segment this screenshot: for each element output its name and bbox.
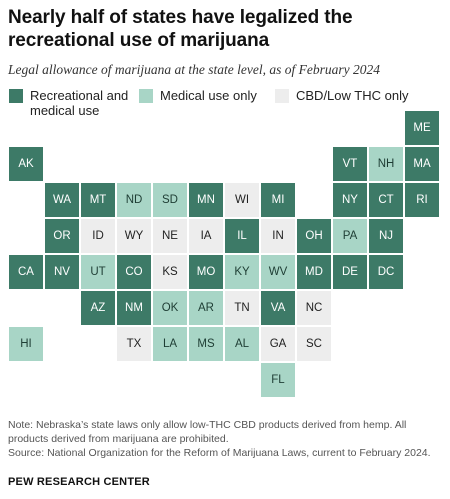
state-tile-mi: MI — [261, 183, 295, 217]
legend-swatch-recreational — [9, 89, 23, 103]
footer-org-name: PEW RESEARCH CENTER — [8, 476, 150, 488]
state-tile-md: MD — [297, 255, 331, 289]
chart-subtitle: Legal allowance of marijuana at the stat… — [8, 62, 380, 77]
legend-item-medical: Medical use only — [139, 88, 257, 103]
state-tile-tn: TN — [225, 291, 259, 325]
state-tile-nv: NV — [45, 255, 79, 289]
legend-item-cbd: CBD/Low THC only — [275, 88, 408, 103]
state-tile-id: ID — [81, 219, 115, 253]
state-tile-nh: NH — [369, 147, 403, 181]
state-tile-ri: RI — [405, 183, 439, 217]
state-tile-mt: MT — [81, 183, 115, 217]
chart-notes: Note: Nebraska’s state laws only allow l… — [8, 418, 448, 460]
state-tile-or: OR — [45, 219, 79, 253]
state-tile-hi: HI — [9, 327, 43, 361]
state-tile-ma: MA — [405, 147, 439, 181]
state-tile-ne: NE — [153, 219, 187, 253]
state-tile-ny: NY — [333, 183, 367, 217]
state-tile-il: IL — [225, 219, 259, 253]
state-tile-wi: WI — [225, 183, 259, 217]
state-tile-ga: GA — [261, 327, 295, 361]
state-tile-pa: PA — [333, 219, 367, 253]
state-tile-ut: UT — [81, 255, 115, 289]
source-text: Source: National Organization for the Re… — [8, 447, 431, 459]
legend-label-recreational: Recreational and medical use — [30, 88, 129, 118]
state-tile-nm: NM — [117, 291, 151, 325]
state-tile-dc: DC — [369, 255, 403, 289]
state-tile-nd: ND — [117, 183, 151, 217]
state-tile-mo: MO — [189, 255, 223, 289]
state-tile-de: DE — [333, 255, 367, 289]
legend-swatch-cbd — [275, 89, 289, 103]
state-tile-ia: IA — [189, 219, 223, 253]
state-tile-wa: WA — [45, 183, 79, 217]
state-tile-wy: WY — [117, 219, 151, 253]
state-tile-ky: KY — [225, 255, 259, 289]
legend-item-recreational: Recreational and medical use — [9, 88, 128, 118]
state-tile-sd: SD — [153, 183, 187, 217]
state-tile-sc: SC — [297, 327, 331, 361]
state-tile-wv: WV — [261, 255, 295, 289]
note-text-line-1: Note: Nebraska’s state laws only allow l… — [8, 419, 407, 431]
state-tile-la: LA — [153, 327, 187, 361]
state-tile-ca: CA — [9, 255, 43, 289]
state-tile-va: VA — [261, 291, 295, 325]
state-tile-az: AZ — [81, 291, 115, 325]
state-tile-nj: NJ — [369, 219, 403, 253]
state-tile-ak: AK — [9, 147, 43, 181]
state-tile-fl: FL — [261, 363, 295, 397]
state-tile-oh: OH — [297, 219, 331, 253]
state-tile-me: ME — [405, 111, 439, 145]
state-tile-al: AL — [225, 327, 259, 361]
state-tile-in: IN — [261, 219, 295, 253]
state-tile-ks: KS — [153, 255, 187, 289]
chart-title: Nearly half of states have legalized the… — [8, 7, 353, 51]
state-tile-tx: TX — [117, 327, 151, 361]
state-tile-mn: MN — [189, 183, 223, 217]
state-tile-ct: CT — [369, 183, 403, 217]
state-tile-nc: NC — [297, 291, 331, 325]
state-tile-co: CO — [117, 255, 151, 289]
state-tile-ms: MS — [189, 327, 223, 361]
legend-label-cbd: CBD/Low THC only — [296, 88, 409, 103]
state-tile-ar: AR — [189, 291, 223, 325]
legend-label-medical: Medical use only — [160, 88, 257, 103]
note-text-line-2: products derived from marijuana are proh… — [8, 433, 229, 445]
legend-swatch-medical — [139, 89, 153, 103]
state-tile-vt: VT — [333, 147, 367, 181]
state-tile-ok: OK — [153, 291, 187, 325]
